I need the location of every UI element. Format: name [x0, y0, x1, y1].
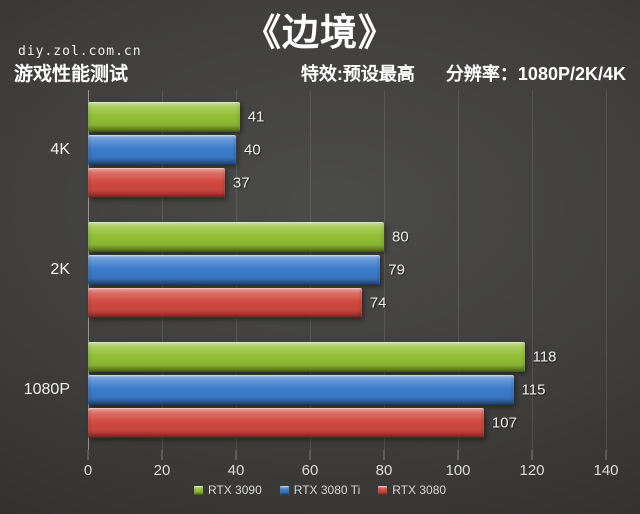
resolution-setting-label: 分辨率：1080P/2K/4K [445, 64, 626, 84]
chart-title: 《边境》 [244, 12, 396, 53]
gridline [606, 90, 607, 450]
legend-item: RTX 3090 [193, 483, 262, 497]
x-tick-mark [309, 450, 311, 460]
bar-value-label: 74 [369, 294, 387, 312]
x-tick-mark [457, 450, 459, 460]
legend-label: RTX 3080 [392, 483, 447, 497]
test-settings: 特效:预设最高 分辨率：1080P/2K/4K [301, 60, 626, 86]
bar-value-label: 41 [247, 108, 265, 126]
bar-group: 80 79 74 [88, 210, 606, 330]
bar: 79 [88, 255, 405, 285]
x-tick-label: 140 [593, 462, 619, 479]
legend: RTX 3090 RTX 3080 Ti RTX 3080 [0, 483, 640, 497]
x-axis: 0 20 40 60 80 100 120 140 [84, 450, 619, 482]
gridline [458, 90, 459, 450]
x-tick-mark [87, 450, 89, 460]
x-tick-label: 100 [445, 462, 471, 479]
bar-value-label: 40 [244, 141, 261, 159]
x-tick-mark [235, 450, 237, 460]
x-tick-mark [605, 450, 607, 460]
bar-group: 41 40 37 [88, 90, 606, 210]
bar-value-label: 37 [232, 174, 250, 192]
effect-setting-label: 特效:预设最高 [300, 64, 415, 84]
category-label: 4K [50, 141, 70, 158]
bar-value-label: 115 [521, 381, 546, 399]
x-tick-label: 0 [83, 462, 93, 479]
category-label: 2K [50, 261, 70, 278]
bar-value-label: 79 [388, 261, 405, 279]
x-tick-mark [383, 450, 385, 460]
bar-groups: 41 40 37 80 79 74 118 115 107 [88, 90, 606, 450]
bar: 40 [88, 135, 261, 165]
x-tick-label: 60 [301, 462, 319, 479]
test-type-label: 游戏性能测试 [14, 64, 129, 85]
bar-value-label: 107 [491, 414, 517, 432]
gridline [532, 90, 533, 450]
x-tick-label: 20 [153, 462, 171, 479]
bar: 41 [88, 102, 264, 132]
bar: 37 [88, 168, 250, 198]
category-label: 1080P [23, 381, 70, 398]
x-tick-mark [531, 450, 533, 460]
bar: 107 [88, 408, 517, 438]
legend-label: RTX 3080 Ti [293, 483, 361, 497]
legend-item: RTX 3080 Ti [279, 483, 361, 497]
bar-group: 118 115 107 [88, 330, 606, 450]
legend-swatch-icon [279, 485, 289, 495]
x-tick-mark [161, 450, 163, 460]
legend-swatch-icon [378, 485, 388, 495]
bar: 118 [88, 342, 557, 372]
category-axis: 4K 2K 1080P [0, 90, 80, 450]
x-tick-label: 80 [375, 462, 393, 479]
bar-value-label: 118 [532, 348, 557, 366]
bar: 74 [88, 288, 386, 318]
bar-value-label: 80 [392, 228, 409, 246]
site-watermark: diy.zol.com.cn [18, 44, 142, 59]
gridline [384, 90, 385, 450]
legend-label: RTX 3090 [207, 483, 262, 497]
x-tick-label: 120 [519, 462, 545, 479]
bar: 115 [88, 375, 545, 405]
plot-area: 41 40 37 80 79 74 118 115 107 [88, 90, 607, 450]
legend-swatch-icon [193, 485, 203, 495]
legend-item: RTX 3080 [378, 483, 446, 497]
x-tick-label: 40 [227, 462, 245, 479]
bar: 80 [88, 222, 409, 252]
